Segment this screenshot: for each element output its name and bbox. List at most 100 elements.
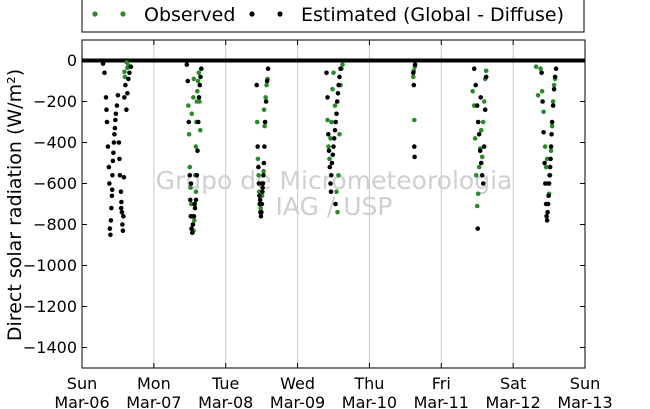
- estimated-point: [328, 189, 334, 194]
- estimated-point: [541, 130, 546, 135]
- observed-point: [411, 74, 416, 80]
- estimated-point: [336, 82, 342, 88]
- data-points: [100, 60, 559, 238]
- observed-point: [191, 95, 196, 100]
- y-axis-title: Direct solar radiation (W/m²): [4, 69, 26, 341]
- estimated-point: [188, 197, 193, 203]
- estimated-point: [325, 95, 330, 100]
- estimated-point: [121, 214, 126, 219]
- x-axis-ticks: SunMar-06MonMar-07TueMar-08WedMar-09ThuM…: [54, 40, 613, 409]
- estimated-point: [265, 66, 271, 71]
- estimated-point: [549, 119, 555, 125]
- estimated-point: [545, 201, 551, 207]
- legend-marker-estimated-2: [277, 11, 283, 17]
- estimated-point: [475, 119, 481, 125]
- gridlines: [153, 40, 514, 368]
- legend-marker-estimated-1: [249, 11, 255, 17]
- estimated-point: [116, 140, 122, 145]
- estimated-point: [120, 228, 126, 233]
- estimated-point: [122, 95, 127, 100]
- observed-point: [329, 119, 334, 125]
- observed-point: [476, 164, 482, 170]
- estimated-point: [121, 175, 127, 180]
- estimated-point: [120, 222, 125, 227]
- observed-point: [122, 69, 127, 75]
- x-tick-date-label: Mar-13: [557, 393, 612, 409]
- observed-point: [543, 164, 549, 170]
- estimated-point: [198, 74, 203, 80]
- estimated-point: [254, 82, 259, 88]
- estimated-point: [192, 201, 197, 207]
- estimated-point: [551, 86, 557, 92]
- estimated-point: [190, 230, 195, 235]
- estimated-point: [332, 127, 338, 133]
- observed-point: [541, 109, 546, 115]
- observed-point: [550, 99, 556, 104]
- estimated-point: [334, 111, 339, 117]
- estimated-point: [257, 197, 263, 203]
- observed-point: [551, 82, 557, 88]
- estimated-point: [479, 173, 485, 178]
- x-tick-date-label: Mar-09: [270, 393, 325, 409]
- x-tick-date-label: Mar-06: [54, 393, 109, 409]
- estimated-point: [261, 173, 266, 178]
- estimated-point: [117, 173, 123, 178]
- estimated-point: [550, 103, 556, 108]
- estimated-point: [128, 64, 134, 69]
- estimated-point: [104, 119, 110, 125]
- estimated-point: [258, 214, 264, 219]
- observed-point: [195, 78, 201, 84]
- estimated-point: [109, 187, 115, 192]
- observed-point: [478, 127, 484, 133]
- estimated-point: [481, 144, 487, 149]
- estimated-point: [333, 201, 338, 207]
- estimated-point: [192, 205, 198, 211]
- estimated-point: [112, 132, 117, 137]
- observed-point: [191, 76, 197, 82]
- estimated-point: [259, 209, 264, 215]
- observed-point: [261, 107, 267, 112]
- observed-point: [327, 156, 332, 162]
- estimated-point: [264, 78, 270, 84]
- estimated-point: [471, 66, 477, 71]
- estimated-point: [473, 82, 479, 88]
- estimated-point: [107, 181, 112, 186]
- observed-point: [262, 123, 267, 129]
- estimated-point: [338, 66, 343, 71]
- estimated-point: [548, 144, 554, 149]
- observed-point: [475, 191, 481, 197]
- observed-point: [548, 148, 554, 153]
- estimated-point: [113, 111, 119, 117]
- estimated-point: [103, 95, 109, 100]
- observed-point: [481, 99, 487, 104]
- estimated-point: [196, 119, 201, 125]
- x-tick-day-label: Mon: [137, 374, 171, 393]
- estimated-point: [262, 144, 267, 149]
- estimated-point: [540, 99, 545, 104]
- observed-point: [255, 156, 261, 162]
- estimated-point: [326, 132, 331, 137]
- estimated-point: [108, 232, 113, 238]
- estimated-point: [185, 78, 191, 84]
- estimated-point: [106, 164, 112, 170]
- observed-point: [193, 189, 199, 194]
- observed-point: [254, 119, 260, 125]
- observed-point: [189, 111, 195, 117]
- x-tick-day-label: Wed: [280, 374, 315, 393]
- observed-point: [187, 164, 193, 170]
- estimated-point: [480, 181, 486, 186]
- y-tick-label: −800: [33, 215, 77, 234]
- y-tick-label: −400: [33, 133, 77, 152]
- estimated-point: [331, 144, 336, 149]
- estimated-point: [329, 173, 334, 178]
- observed-point: [538, 66, 543, 71]
- estimated-point: [100, 61, 106, 66]
- estimated-point: [190, 222, 196, 227]
- observed-point: [549, 123, 555, 129]
- estimated-point: [105, 144, 111, 149]
- estimated-point: [412, 62, 418, 67]
- estimated-point: [475, 226, 481, 231]
- estimated-point: [412, 154, 417, 160]
- estimated-point: [549, 132, 554, 137]
- estimated-point: [260, 185, 265, 190]
